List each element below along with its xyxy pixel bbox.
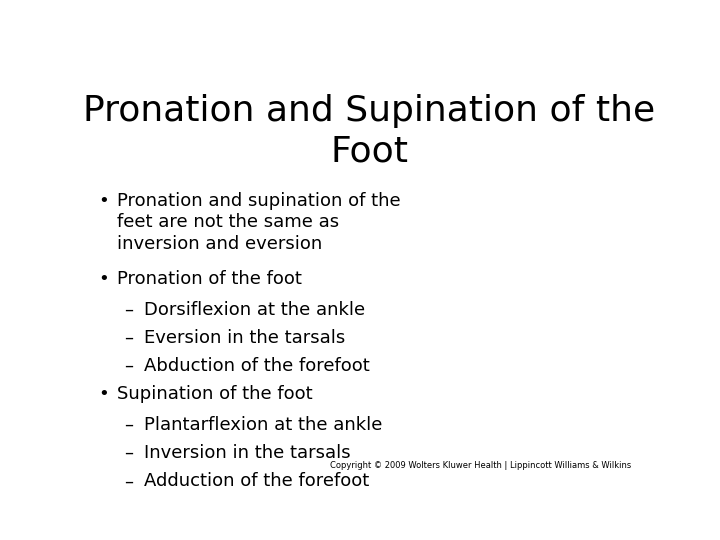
Text: Dorsiflexion at the ankle: Dorsiflexion at the ankle <box>143 301 365 319</box>
Text: Pronation and Supination of the
Foot: Pronation and Supination of the Foot <box>83 94 655 168</box>
Text: Pronation and supination of the
feet are not the same as
inversion and eversion: Pronation and supination of the feet are… <box>117 192 400 253</box>
Text: –: – <box>125 444 134 462</box>
Text: Adduction of the forefoot: Adduction of the forefoot <box>143 472 369 490</box>
Text: Eversion in the tarsals: Eversion in the tarsals <box>143 329 345 347</box>
Text: –: – <box>125 301 134 319</box>
Text: –: – <box>125 472 134 490</box>
Text: –: – <box>125 416 134 434</box>
Text: •: • <box>99 192 109 210</box>
Text: Copyright © 2009 Wolters Kluwer Health | Lippincott Williams & Wilkins: Copyright © 2009 Wolters Kluwer Health |… <box>330 461 631 470</box>
Text: –: – <box>125 329 134 347</box>
Text: Plantarflexion at the ankle: Plantarflexion at the ankle <box>143 416 382 434</box>
Text: Supination of the foot: Supination of the foot <box>117 386 312 403</box>
Text: •: • <box>99 386 109 403</box>
Text: –: – <box>125 357 134 375</box>
Text: Inversion in the tarsals: Inversion in the tarsals <box>143 444 350 462</box>
Text: Pronation of the foot: Pronation of the foot <box>117 270 302 288</box>
Text: •: • <box>99 270 109 288</box>
Text: Abduction of the forefoot: Abduction of the forefoot <box>143 357 369 375</box>
